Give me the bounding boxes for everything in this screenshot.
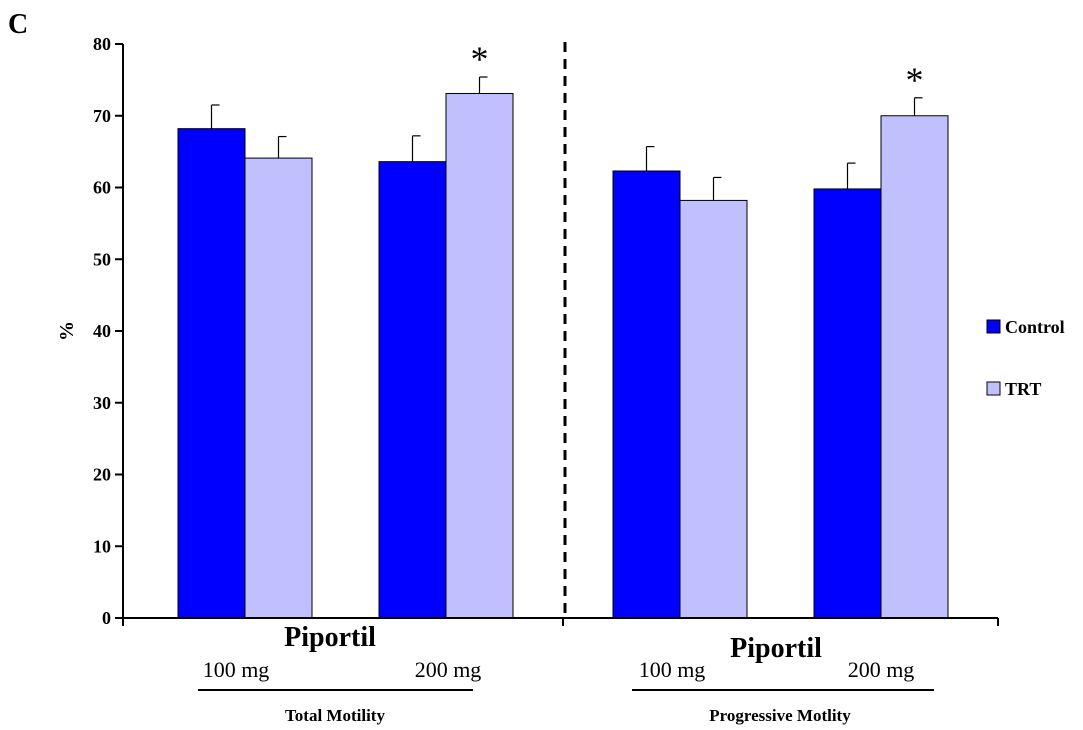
- group-1-dose-200: 200 mg: [415, 657, 482, 682]
- y-tick-label: 30: [93, 393, 111, 413]
- group-1-drug-label: Piportil: [284, 622, 376, 653]
- significance-star: *: [906, 60, 924, 100]
- bar-trt-1: [244, 157, 313, 619]
- y-tick-label: 60: [93, 178, 111, 198]
- y-tick-label: 40: [93, 321, 111, 341]
- legend: Control TRT: [986, 317, 1065, 399]
- bar-trt-3: [679, 199, 748, 619]
- bar-control-3: [612, 170, 681, 619]
- bars: [177, 93, 949, 619]
- y-tick-label: 50: [93, 249, 111, 269]
- y-tick-label: 10: [93, 536, 111, 556]
- legend-label-trt: TRT: [1005, 379, 1041, 399]
- group-1-dose-100: 100 mg: [203, 657, 270, 682]
- y-axis: 0 10 20 30 40 50 60 70 80: [93, 34, 123, 628]
- bar-control-4: [813, 188, 882, 619]
- significance-star: *: [471, 39, 489, 79]
- y-tick-label: 0: [102, 608, 111, 628]
- y-tick-label: 70: [93, 106, 111, 126]
- legend-swatch-trt: [986, 381, 1001, 396]
- panel-label: C: [8, 9, 28, 40]
- y-tick-label: 20: [93, 465, 111, 485]
- legend-swatch-control: [986, 319, 1001, 334]
- y-axis-label: %: [56, 321, 78, 341]
- significance-markers: **: [471, 39, 924, 100]
- bar-trt-2: [445, 93, 514, 619]
- legend-label-control: Control: [1005, 317, 1065, 337]
- bar-control-2: [378, 161, 447, 619]
- group-1-label: Total Motility: [285, 706, 385, 725]
- bar-control-1: [177, 128, 246, 619]
- group-2-label: Progressive Motlity: [709, 706, 851, 725]
- group-2-dose-200: 200 mg: [848, 657, 915, 682]
- error-bars: [210, 76, 923, 201]
- group-2-dose-100: 100 mg: [639, 657, 706, 682]
- y-tick-label: 80: [93, 34, 111, 54]
- bar-trt-4: [880, 115, 949, 619]
- group-2-drug-label: Piportil: [730, 633, 822, 664]
